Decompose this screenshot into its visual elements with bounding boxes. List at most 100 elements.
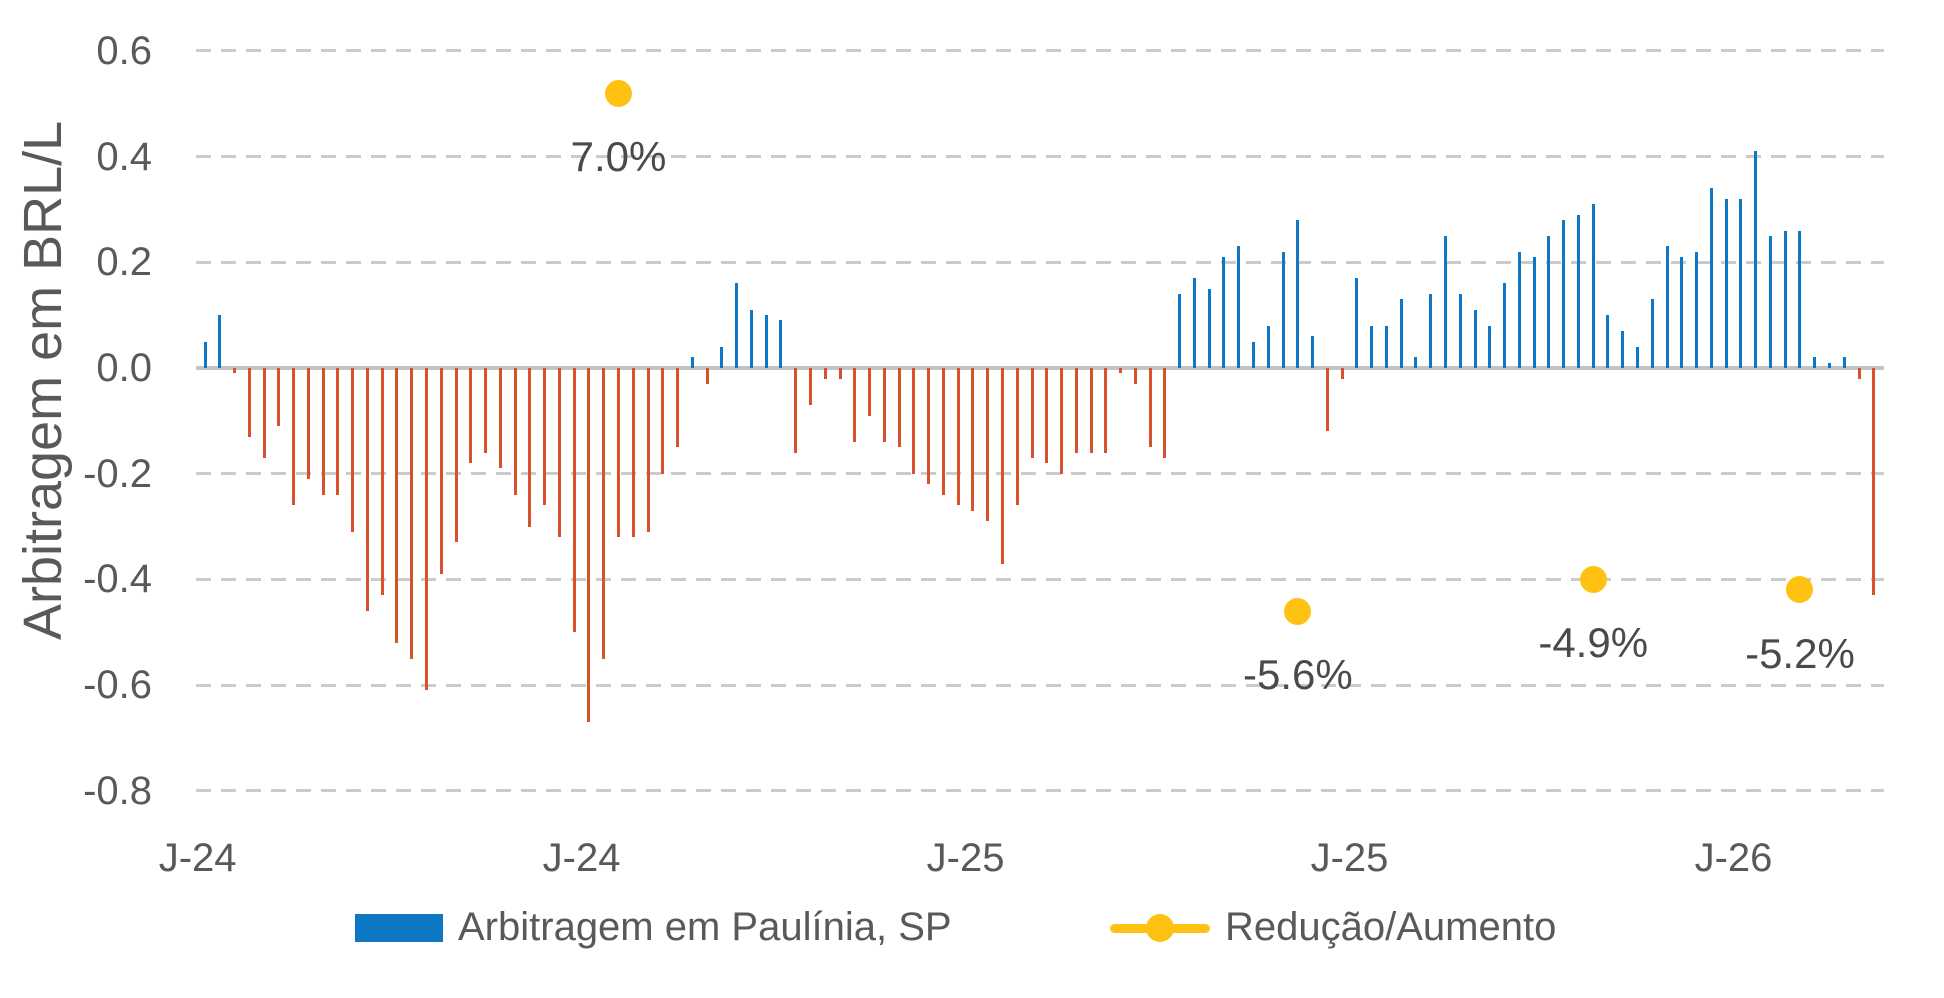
bar	[927, 368, 931, 485]
bar	[941, 368, 945, 495]
bar	[365, 368, 369, 612]
bar	[233, 368, 237, 374]
bar	[1503, 283, 1507, 368]
y-tick-label: -0.6	[83, 663, 152, 708]
bar	[897, 368, 901, 448]
bar	[956, 368, 960, 506]
gridline-y--0.4	[196, 577, 1884, 581]
bar	[1296, 220, 1300, 368]
bar	[484, 368, 488, 453]
bar	[203, 341, 207, 368]
bar	[971, 368, 975, 511]
bar	[1355, 278, 1359, 368]
bar	[1325, 368, 1329, 432]
bar	[808, 368, 812, 405]
bar	[823, 368, 827, 379]
bar	[1000, 368, 1004, 564]
bar	[882, 368, 886, 442]
y-tick-label: 0.2	[96, 240, 152, 285]
legend-item-reducao-aumento[interactable]: Redução/Aumento	[1110, 905, 1556, 950]
bar	[1532, 257, 1536, 368]
bar	[1237, 246, 1241, 368]
bar	[1207, 288, 1211, 368]
bar	[1414, 357, 1418, 368]
bar	[1517, 251, 1521, 368]
bar	[1783, 230, 1787, 368]
bar	[469, 368, 473, 464]
bar	[749, 309, 753, 368]
bar	[868, 368, 872, 416]
bar	[1311, 336, 1315, 368]
bar	[661, 368, 665, 474]
bar	[1798, 230, 1802, 368]
legend-label-reducao-aumento: Redução/Aumento	[1225, 905, 1557, 949]
bar	[1074, 368, 1078, 453]
gridline-y--0.2	[196, 472, 1884, 476]
bar	[425, 368, 429, 691]
bar	[1222, 257, 1226, 368]
bar	[1192, 278, 1196, 368]
bar	[1281, 251, 1285, 368]
bar	[277, 368, 281, 427]
bar	[1857, 368, 1861, 379]
bar	[1709, 188, 1713, 368]
bar	[705, 368, 709, 384]
event-marker-label: 7.0%	[570, 133, 667, 181]
bar	[1340, 368, 1344, 379]
gridline-y-0.4	[196, 155, 1884, 159]
legend-label-arbitragem: Arbitragem em Paulínia, SP	[458, 905, 952, 949]
event-marker-dot	[1579, 565, 1607, 593]
bar	[986, 368, 990, 522]
bar	[912, 368, 916, 474]
bar	[321, 368, 325, 495]
bar	[513, 368, 517, 495]
legend-line-dot-marker	[1110, 913, 1210, 942]
bar	[1768, 235, 1772, 368]
bar	[528, 368, 532, 527]
bar	[1045, 368, 1049, 464]
bar	[631, 368, 635, 538]
gridline-y-0.6	[196, 49, 1884, 53]
event-marker-label: -4.9%	[1538, 619, 1649, 667]
bar	[735, 283, 739, 368]
bar	[1739, 198, 1743, 368]
bar	[1089, 368, 1093, 453]
bar	[1015, 368, 1019, 506]
bar	[1266, 325, 1270, 368]
bar	[1724, 198, 1728, 368]
bar	[1473, 309, 1477, 368]
bar	[1178, 294, 1182, 368]
bar	[1547, 235, 1551, 368]
bar	[380, 368, 384, 596]
bar	[1429, 294, 1433, 368]
x-axis-zero-line	[196, 366, 1884, 370]
x-tick-label: J-25	[926, 836, 1005, 880]
bar	[1562, 220, 1566, 368]
bar	[572, 368, 576, 633]
bar	[853, 368, 857, 442]
bar	[1591, 204, 1595, 368]
bar	[557, 368, 561, 538]
bar	[1813, 357, 1817, 368]
bar	[439, 368, 443, 575]
bar	[306, 368, 310, 479]
bar	[587, 368, 591, 723]
bar	[764, 315, 768, 368]
bar	[1119, 368, 1123, 374]
bar	[646, 368, 650, 532]
event-marker-dot	[1284, 597, 1312, 625]
bar	[1650, 299, 1654, 368]
bar	[1754, 151, 1758, 368]
bar	[1458, 294, 1462, 368]
bar	[1665, 246, 1669, 368]
bar	[1827, 362, 1831, 368]
bar	[1030, 368, 1034, 458]
legend-item-arbitragem[interactable]: Arbitragem em Paulínia, SP	[355, 905, 952, 950]
bar	[1872, 368, 1876, 596]
bar	[1635, 346, 1639, 368]
y-tick-label: 0.6	[96, 28, 152, 73]
y-tick-label: -0.4	[83, 557, 152, 602]
bar	[1695, 251, 1699, 368]
bar	[1370, 325, 1374, 368]
bar	[1252, 341, 1256, 368]
